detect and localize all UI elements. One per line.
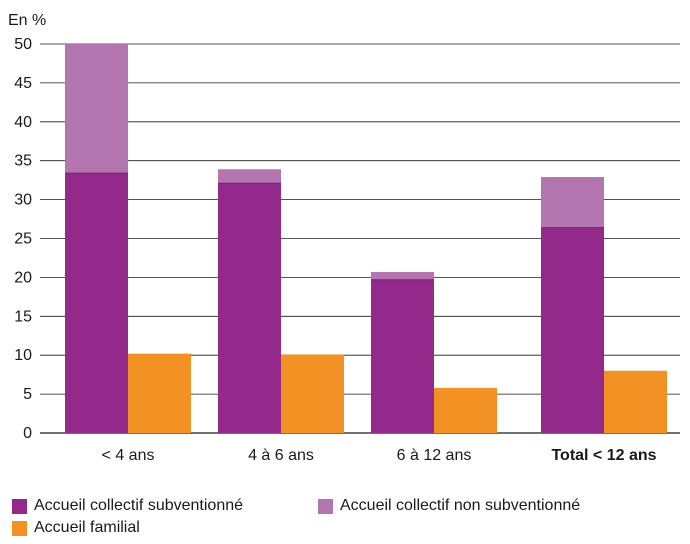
x-tick-label: Total < 12 ans <box>551 447 656 464</box>
bar-familial <box>281 354 344 433</box>
bar-familial <box>128 353 191 433</box>
legend-label: Accueil collectif non subventionné <box>340 497 581 514</box>
legend-swatch <box>12 498 27 514</box>
legend-item-collectif-subventionne: Accueil collectif subventionné <box>12 497 243 515</box>
legend-swatch <box>318 498 333 514</box>
bar-collectif-subventionne <box>371 279 434 433</box>
bar-collectif-subventionne <box>541 227 604 433</box>
y-tick-label: 40 <box>14 114 32 131</box>
y-tick-label: 50 <box>14 36 32 53</box>
y-tick-label: 20 <box>14 269 32 286</box>
bars <box>65 44 667 433</box>
x-tick-label: < 4 ans <box>102 447 155 464</box>
bar-collectif-subventionne <box>218 183 281 433</box>
x-tick-label: 4 à 6 ans <box>248 447 314 464</box>
legend-item-familial: Accueil familial <box>12 519 140 537</box>
y-tick-label: 0 <box>23 425 32 442</box>
x-axis-ticks: < 4 ans 4 à 6 ans 6 à 12 ans Total < 12 ans <box>102 447 657 464</box>
legend-label: Accueil collectif subventionné <box>34 497 244 514</box>
y-tick-label: 30 <box>14 192 32 209</box>
bar-collectif-non-subventionne <box>371 271 434 280</box>
y-tick-label: 5 <box>23 386 32 403</box>
bar-collectif-non-subventionne <box>65 44 128 174</box>
y-unit-label: En % <box>8 12 46 29</box>
bar-collectif-non-subventionne <box>541 177 604 228</box>
y-tick-label: 15 <box>14 308 32 325</box>
legend-item-collectif-non-subventionne: Accueil collectif non subventionné <box>318 497 580 515</box>
bar-familial <box>604 370 667 433</box>
bar-collectif-non-subventionne <box>218 169 281 184</box>
legend-swatch <box>12 520 27 536</box>
y-tick-label: 10 <box>14 347 32 364</box>
y-tick-label: 45 <box>14 75 32 92</box>
x-tick-label: 6 à 12 ans <box>397 447 472 464</box>
bar-familial <box>434 387 497 433</box>
legend-label: Accueil familial <box>34 519 140 536</box>
y-tick-label: 35 <box>14 153 32 170</box>
y-tick-label: 25 <box>14 231 32 248</box>
y-axis-ticks: 0 5 10 15 20 25 30 35 40 45 50 <box>14 36 32 442</box>
bar-collectif-subventionne <box>65 173 128 433</box>
